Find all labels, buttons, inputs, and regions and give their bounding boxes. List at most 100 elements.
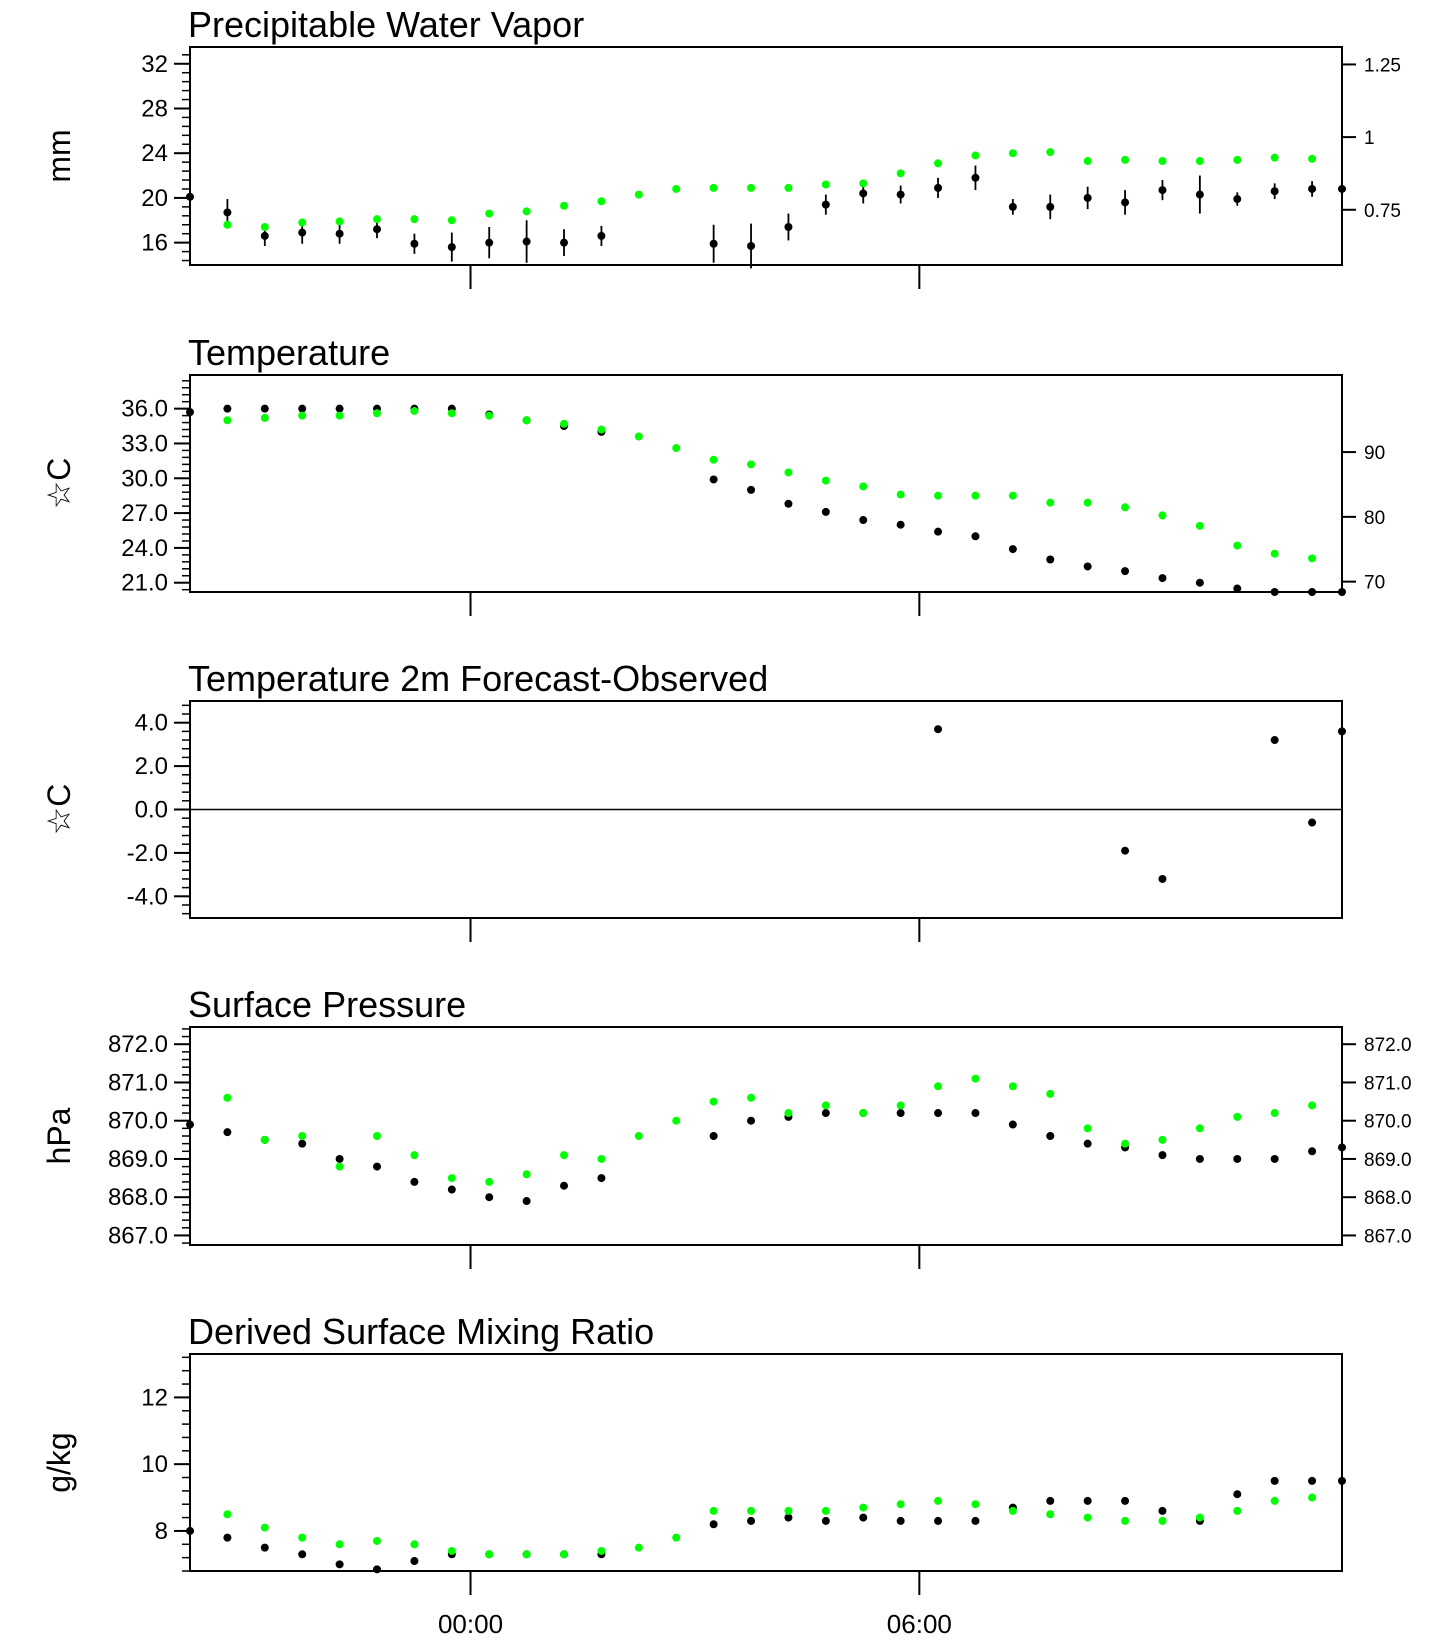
data-point: [971, 173, 980, 182]
data-point: [560, 1151, 569, 1160]
data-point: [1121, 1496, 1130, 1505]
y-tick-label: 869.0: [108, 1146, 168, 1173]
panel-title: Derived Surface Mixing Ratio: [188, 1311, 654, 1352]
data-point: [1158, 574, 1167, 583]
data-point: [1008, 202, 1017, 211]
right-y-tick-label: 871.0: [1364, 1073, 1412, 1094]
y-tick-label: 8: [155, 1518, 168, 1545]
plot-frame: [189, 1353, 1343, 1572]
data-point: [821, 1109, 830, 1118]
data-point: [1121, 1139, 1130, 1148]
data-point: [934, 527, 943, 536]
y-tick-label: 30.0: [121, 465, 168, 492]
chart-panels: Precipitable Water Vapor mm 16 20 24 28 32 0.75…: [41, 4, 1412, 1639]
data-point: [859, 179, 868, 188]
y-tick-label: 32: [141, 51, 168, 78]
data-point: [1046, 1496, 1055, 1505]
data-point: [1195, 1154, 1204, 1163]
data-point: [1233, 155, 1242, 164]
data-point: [709, 183, 718, 192]
data-point: [1233, 195, 1242, 204]
data-point: [1121, 503, 1130, 512]
data-point: [747, 1116, 756, 1125]
data-point: [522, 1197, 531, 1206]
y-axis-label: g/kg: [41, 1432, 77, 1492]
y-tick-label: 16: [141, 230, 168, 257]
data-point: [1270, 588, 1279, 596]
data-point: [1338, 727, 1346, 736]
data-point: [971, 491, 980, 500]
data-point: [747, 460, 756, 469]
data-point: [373, 409, 382, 418]
data-point: [821, 200, 830, 209]
data-point: [447, 409, 456, 418]
data-point: [223, 220, 232, 229]
data-point: [672, 1533, 681, 1542]
data-point: [1270, 1496, 1279, 1505]
data-point: [1270, 1154, 1279, 1163]
data-point: [522, 1170, 531, 1179]
data-point: [896, 1109, 905, 1118]
right-y-tick-label: 1.25: [1364, 55, 1401, 76]
data-point: [1158, 1135, 1167, 1144]
y-tick-label: -2.0: [127, 840, 168, 867]
series-model: [223, 406, 1317, 563]
data-point: [784, 499, 793, 508]
data-point: [971, 1516, 980, 1525]
data-point: [335, 217, 344, 226]
data-point: [709, 1097, 718, 1106]
data-point: [859, 482, 868, 491]
data-point: [1046, 1089, 1055, 1098]
data-point: [373, 1536, 382, 1545]
data-point: [859, 516, 868, 525]
right-y-tick-label: 872.0: [1364, 1035, 1412, 1056]
panel-2: Temperature ☆C 21.0 24.0 27.0 30.0 33.0 36.0 70 8…: [41, 332, 1385, 616]
data-point: [1308, 588, 1317, 596]
y-tick-label: 27.0: [121, 500, 168, 527]
data-point: [260, 404, 269, 413]
data-point: [223, 1533, 232, 1542]
plot-frame: [189, 46, 1343, 266]
right-y-tick-label: 90: [1364, 443, 1385, 464]
x-tick-label: 06:00: [887, 1609, 952, 1639]
data-point: [934, 1496, 943, 1505]
data-point: [1195, 190, 1204, 199]
data-point: [934, 725, 943, 734]
y-tick-label: 28: [141, 95, 168, 122]
data-point: [672, 184, 681, 193]
data-point: [1195, 1124, 1204, 1133]
data-point: [1270, 187, 1279, 196]
data-point: [522, 237, 531, 246]
data-point: [1158, 157, 1167, 166]
data-point: [1083, 193, 1092, 202]
data-point: [934, 159, 943, 168]
data-point: [1083, 562, 1092, 571]
data-point: [560, 1550, 569, 1559]
data-point: [186, 1120, 194, 1129]
data-point: [1158, 1506, 1167, 1515]
y-tick-label: 4.0: [135, 710, 168, 737]
data-point: [1270, 736, 1279, 745]
data-point: [709, 1520, 718, 1529]
right-y-tick-label: 870.0: [1364, 1112, 1412, 1133]
data-point: [859, 1503, 868, 1512]
series-model: [223, 1074, 1317, 1186]
data-point: [934, 1082, 943, 1091]
panel-title: Temperature: [188, 332, 390, 373]
data-point: [934, 183, 943, 192]
y-tick-label: 2.0: [135, 753, 168, 780]
data-point: [784, 468, 793, 477]
data-point: [821, 1506, 830, 1515]
data-point: [1308, 1476, 1317, 1485]
data-point: [1195, 521, 1204, 530]
y-tick-label: 870.0: [108, 1108, 168, 1135]
data-point: [560, 201, 569, 210]
data-point: [298, 411, 307, 420]
y-tick-label: 871.0: [108, 1069, 168, 1096]
data-point: [410, 406, 419, 415]
data-point: [747, 241, 756, 250]
data-point: [410, 215, 419, 224]
data-point: [709, 239, 718, 248]
data-point: [1008, 1082, 1017, 1091]
series-observed: [186, 1109, 1346, 1206]
